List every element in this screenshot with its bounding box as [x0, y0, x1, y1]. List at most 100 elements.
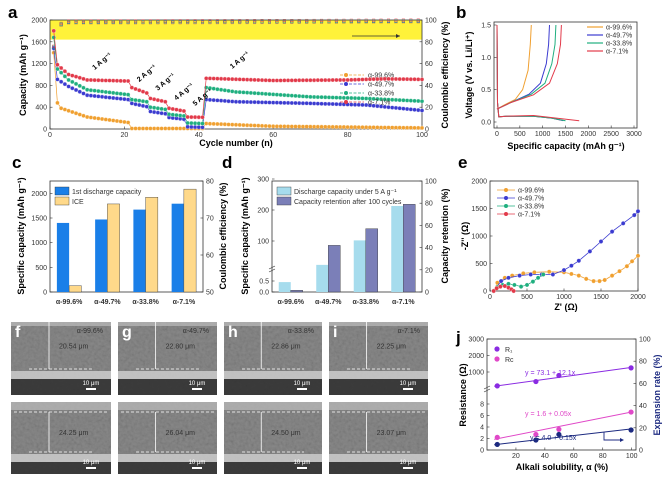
a-data-point [73, 74, 79, 79]
a-data-point [360, 125, 365, 130]
a-data-point [152, 105, 157, 110]
a-data-point [51, 28, 56, 34]
e-legend-label: α-49.7% [518, 196, 544, 203]
a-data-point [77, 83, 82, 88]
d-bar [328, 245, 341, 293]
e-data-point [517, 273, 522, 278]
a-data-point [155, 106, 161, 111]
b-legend-label: α-49.7% [606, 33, 632, 40]
a-ce-point [372, 18, 376, 22]
a-ce-point [96, 19, 100, 23]
b-xtick-label: 2000 [581, 131, 597, 138]
a-data-point [59, 65, 64, 71]
a-data-point [390, 76, 395, 82]
a-ce-point [119, 19, 123, 23]
c-category-label: α-99.6% [56, 299, 83, 306]
a-data-point [375, 76, 380, 82]
c-bar [133, 209, 146, 292]
c-bar [171, 203, 184, 292]
a-data-point [218, 122, 224, 127]
a-data-point [386, 76, 391, 82]
a-data-point [282, 100, 287, 105]
a-data-point [207, 76, 213, 81]
a-data-point [88, 77, 94, 83]
j-ytick-label: 2 [480, 436, 484, 443]
c-y2tick-label: 80 [206, 179, 214, 186]
b-xtick-label: 500 [514, 131, 526, 138]
a-data-point [412, 77, 417, 82]
b-charge-curve [496, 24, 550, 110]
a-data-point [85, 93, 90, 98]
sem-substrate [224, 379, 322, 395]
panel-label-e: e [458, 153, 467, 172]
b-xtick-label: 2500 [603, 131, 619, 138]
a-data-point [241, 99, 246, 105]
sem-background [118, 322, 217, 326]
e-data-point [541, 272, 546, 277]
a-data-point [122, 92, 127, 97]
a-ce-point [267, 19, 271, 23]
a-data-point [416, 125, 421, 131]
a-data-point [330, 124, 335, 130]
a-ce-point [126, 19, 130, 23]
a-ce-point [238, 19, 242, 23]
j-data-point [628, 365, 634, 371]
j-ytick-label: 1000 [468, 370, 484, 377]
a-data-point [248, 99, 254, 105]
a-data-point [215, 121, 220, 127]
j-ylabel: Resistance (Ω) [458, 363, 468, 426]
a-data-point [166, 126, 172, 131]
j-y2tick-label: 100 [639, 337, 651, 344]
a-rate-label: 5 A g⁻¹ [192, 87, 214, 107]
a-data-point [178, 108, 183, 113]
b-xtick-label: 0 [495, 131, 499, 138]
a-data-point [152, 109, 157, 115]
a-ce-point [67, 19, 71, 23]
e-data-point [632, 212, 637, 218]
e-data-point [498, 284, 503, 289]
e-ytick-label: 500 [475, 261, 487, 268]
a-data-point [256, 123, 261, 128]
a-data-point [66, 108, 71, 113]
sem-substrate [118, 462, 217, 474]
a-data-point [129, 101, 134, 106]
a-data-point [330, 95, 335, 100]
a-data-point [326, 77, 332, 83]
a-data-point [397, 76, 402, 82]
a-data-point [222, 88, 227, 93]
e-data-point [518, 284, 524, 289]
a-data-point [338, 124, 343, 130]
sem-scale-bar-label: 10 μm [189, 460, 206, 466]
c-bar [145, 197, 159, 293]
sem-scale-bar [86, 467, 96, 469]
j-data-point [556, 426, 562, 432]
a-data-point [271, 92, 276, 97]
e-data-point [561, 267, 567, 273]
j-ytick-label: 6 [480, 413, 484, 420]
a-y2tick-label: 80 [425, 39, 433, 46]
a-data-point [148, 96, 153, 101]
j-fit-line [494, 411, 632, 440]
sem-sample-label: α-7.1% [398, 328, 420, 335]
a-data-point [416, 77, 421, 82]
j-data-point [556, 372, 562, 379]
a-data-point [256, 100, 261, 105]
a-data-point [152, 126, 157, 131]
d-y2tick-label: 60 [425, 223, 433, 230]
a-data-point [323, 124, 328, 129]
a-data-point [189, 114, 194, 120]
e-data-point [576, 258, 582, 263]
a-ce-point [148, 19, 152, 23]
a-ce-point [104, 19, 108, 23]
a-data-point [349, 95, 354, 101]
a-data-point [404, 125, 410, 130]
sem-substrate [329, 379, 428, 395]
a-data-point [338, 95, 343, 100]
j-arrow-head-icon [620, 438, 624, 442]
a-data-point [341, 95, 347, 100]
a-data-point [311, 101, 317, 106]
sem-scale-bar-label: 10 μm [294, 381, 311, 387]
a-data-point [412, 125, 417, 130]
a-ce-point [364, 18, 368, 22]
